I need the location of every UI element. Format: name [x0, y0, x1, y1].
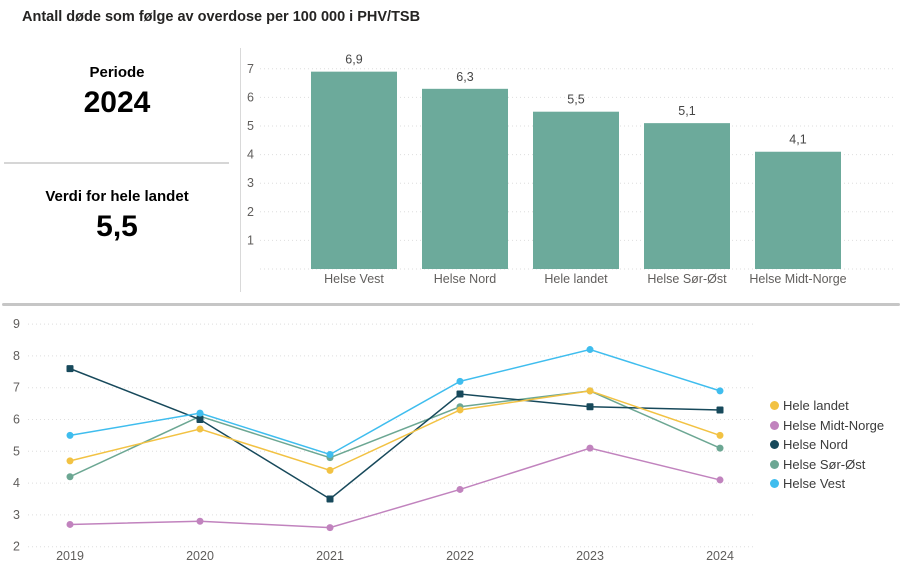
- line-x-tick: 2023: [576, 549, 604, 563]
- point-helse-nord-2019[interactable]: [66, 365, 74, 373]
- line-hele-landet: [69, 390, 721, 472]
- legend-dot: [770, 401, 779, 411]
- legend-dot: [770, 459, 779, 469]
- periode-value: 2024: [83, 86, 151, 119]
- legend-label: Helse Sør-Øst: [783, 456, 866, 472]
- point-hele-landet-2020[interactable]: [196, 425, 204, 433]
- point-helse-midt-norge-2019[interactable]: [66, 520, 74, 528]
- line-helse-midt-norge: [69, 447, 721, 529]
- line-y-tick: 4: [13, 476, 20, 490]
- bar-value-label: 5,5: [567, 93, 584, 107]
- bar-x-tick: Helse Vest: [324, 272, 384, 286]
- bar-y-tick: 2: [247, 205, 254, 219]
- bar-y-tick: 5: [247, 119, 254, 133]
- point-helse-midt-norge-2023[interactable]: [586, 444, 594, 452]
- point-helse-s-r-st-2019[interactable]: [66, 473, 74, 481]
- point-helse-midt-norge-2020[interactable]: [196, 517, 204, 525]
- bar-x-tick: Helse Sør-Øst: [647, 272, 727, 286]
- legend-dot: [770, 440, 779, 450]
- point-helse-nord-2021[interactable]: [326, 495, 334, 503]
- bar-helse-vest[interactable]: [311, 71, 397, 269]
- legend-item-helse-midt-norge[interactable]: Helse Midt-Norge: [770, 416, 884, 436]
- page-title: Antall døde som følge av overdose per 10…: [22, 9, 421, 25]
- point-helse-midt-norge-2024[interactable]: [716, 476, 724, 484]
- point-hele-landet-2021[interactable]: [326, 466, 334, 474]
- line-y-tick: 8: [13, 349, 20, 363]
- bar-y-tick: 7: [247, 62, 254, 76]
- legend-label: Helse Nord: [783, 437, 849, 453]
- bar-helse-midt-norge[interactable]: [755, 151, 841, 269]
- line-x-tick: 2021: [316, 549, 344, 563]
- point-helse-midt-norge-2021[interactable]: [326, 524, 334, 532]
- line-x-tick: 2024: [706, 549, 734, 563]
- vertical-divider: [240, 48, 241, 292]
- bar-helse-s-r-st[interactable]: [644, 123, 730, 269]
- verdi-value: 5,5: [96, 210, 138, 243]
- line-y-tick: 5: [13, 444, 20, 458]
- legend-label: Hele landet: [783, 398, 849, 414]
- bar-hele-landet[interactable]: [533, 111, 619, 269]
- point-helse-nord-2020[interactable]: [196, 416, 204, 423]
- bar-value-label: 6,9: [345, 53, 362, 67]
- line-x-tick: 2020: [186, 549, 214, 563]
- bar-y-tick: 4: [247, 148, 254, 162]
- point-helse-nord-2024[interactable]: [716, 406, 724, 414]
- line-y-tick: 7: [13, 381, 20, 395]
- legend-item-helse-nord[interactable]: Helse Nord: [770, 435, 884, 455]
- point-helse-s-r-st-2024[interactable]: [716, 444, 724, 452]
- point-helse-vest-2019[interactable]: [66, 431, 74, 439]
- line-x-tick: 2019: [56, 549, 84, 563]
- periode-label: Periode: [89, 64, 145, 81]
- point-helse-nord-2023[interactable]: [586, 403, 594, 411]
- point-hele-landet-2023[interactable]: [586, 387, 594, 395]
- bar-value-label: 4,1: [789, 133, 806, 147]
- bar-chart: 1 2 3 4 5 6 7 6,9 Helse Vest 6,3 Helse Nord 5,5 Hele…: [247, 53, 894, 286]
- point-helse-vest-2020[interactable]: [196, 409, 204, 417]
- point-hele-landet-2019[interactable]: [66, 457, 74, 465]
- section-divider: [2, 303, 900, 306]
- bar-x-tick: Helse Midt-Norge: [749, 272, 846, 286]
- line-x-tick: 2022: [446, 549, 474, 563]
- legend-label: Helse Midt-Norge: [783, 417, 885, 433]
- bar-value-label: 5,1: [678, 104, 695, 118]
- bar-y-tick: 3: [247, 176, 254, 190]
- bar-helse-nord[interactable]: [422, 88, 508, 269]
- line-y-tick: 2: [13, 540, 20, 554]
- legend-item-helse-s-r-st[interactable]: Helse Sør-Øst: [770, 455, 884, 475]
- kpi-divider: [4, 162, 229, 164]
- line-chart-legend: Hele landet Helse Midt-Norge Helse Nord Hel…: [770, 396, 884, 494]
- point-helse-midt-norge-2022[interactable]: [456, 485, 464, 493]
- point-helse-vest-2024[interactable]: [716, 387, 724, 395]
- point-helse-vest-2021[interactable]: [326, 450, 334, 458]
- bar-x-tick: Hele landet: [544, 272, 608, 286]
- legend-item-helse-vest[interactable]: Helse Vest: [770, 474, 884, 494]
- legend-item-hele-landet[interactable]: Hele landet: [770, 396, 884, 416]
- point-helse-vest-2023[interactable]: [586, 346, 594, 354]
- line-y-tick: 9: [13, 317, 20, 331]
- point-hele-landet-2024[interactable]: [716, 431, 724, 439]
- bar-y-tick: 6: [247, 90, 254, 104]
- line-chart: 2 3 4 5 6 7 8 9 2019 2020 2021 2022 2023 2024: [13, 317, 756, 563]
- line-helse-vest: [69, 348, 721, 456]
- line-y-tick: 3: [13, 508, 20, 522]
- line-y-tick: 6: [13, 413, 20, 427]
- point-helse-vest-2022[interactable]: [456, 377, 464, 385]
- bar-value-label: 6,3: [456, 70, 473, 84]
- legend-dot: [770, 479, 779, 489]
- line-helse-nord: [69, 367, 721, 500]
- line-helse-s-r-st: [69, 390, 721, 478]
- point-helse-nord-2022[interactable]: [456, 390, 464, 398]
- point-hele-landet-2022[interactable]: [456, 406, 464, 414]
- legend-dot: [770, 420, 779, 430]
- bar-y-tick: 1: [247, 233, 254, 247]
- verdi-label: Verdi for hele landet: [45, 188, 189, 205]
- bar-x-tick: Helse Nord: [434, 272, 497, 286]
- legend-label: Helse Vest: [783, 476, 846, 492]
